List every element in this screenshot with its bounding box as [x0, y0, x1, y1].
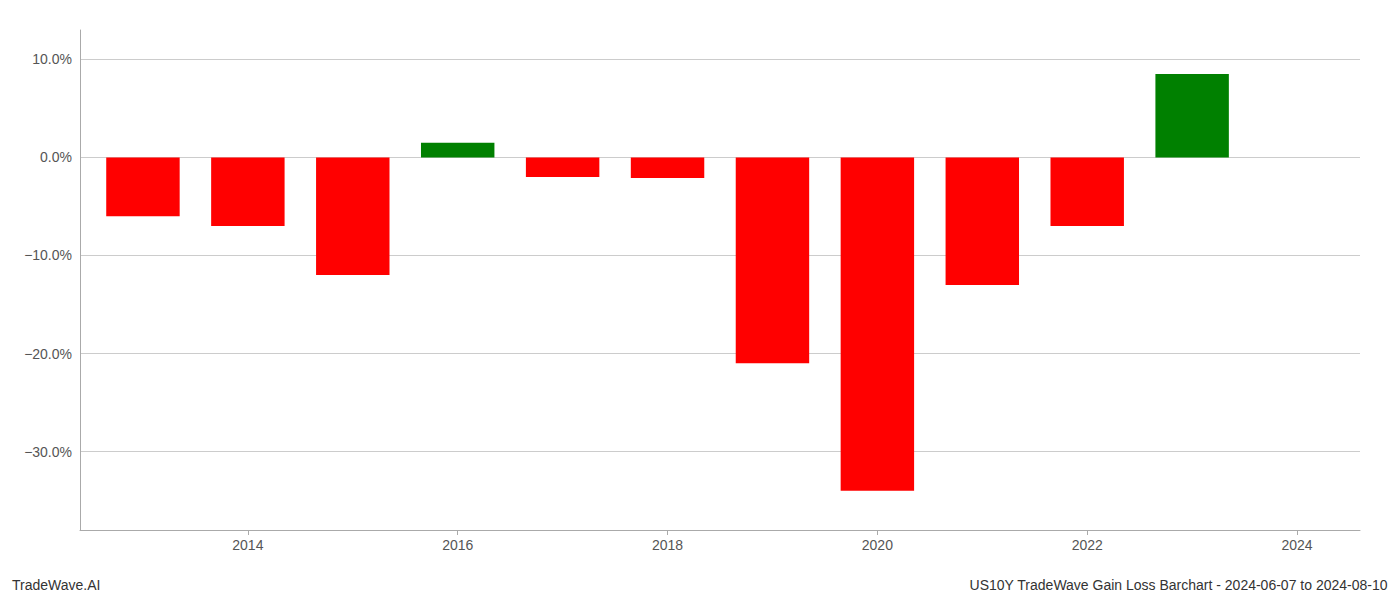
- svg-text:TradeWave.AI: TradeWave.AI: [12, 577, 100, 593]
- svg-text:US10Y TradeWave Gain Loss Barc: US10Y TradeWave Gain Loss Barchart - 202…: [970, 577, 1388, 593]
- svg-text:−10.0%: −10.0%: [24, 247, 72, 263]
- svg-text:−20.0%: −20.0%: [24, 346, 72, 362]
- svg-text:2022: 2022: [1072, 537, 1103, 553]
- svg-text:−30.0%: −30.0%: [24, 444, 72, 460]
- svg-text:2020: 2020: [862, 537, 893, 553]
- svg-text:2024: 2024: [1281, 537, 1312, 553]
- svg-text:2018: 2018: [652, 537, 683, 553]
- svg-text:2014: 2014: [232, 537, 263, 553]
- svg-text:0.0%: 0.0%: [40, 149, 72, 165]
- svg-text:10.0%: 10.0%: [32, 51, 72, 67]
- svg-text:2016: 2016: [442, 537, 473, 553]
